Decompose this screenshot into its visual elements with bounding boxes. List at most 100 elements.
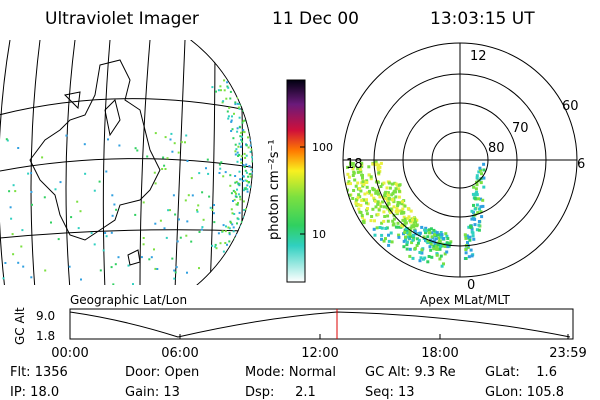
emission-pixel (154, 222, 157, 225)
emission-pixel (242, 120, 245, 123)
emission-pixel (219, 85, 222, 88)
emission-pixel (378, 226, 382, 229)
emission-pixel (473, 223, 477, 227)
emission-pixel (190, 177, 193, 180)
emission-pixel (373, 219, 376, 223)
emission-pixel (374, 163, 377, 167)
emission-pixel (150, 256, 153, 259)
emission-pixel (65, 134, 68, 137)
emission-pixel (476, 211, 480, 215)
emission-pixel (482, 176, 485, 180)
emission-pixel (439, 243, 443, 247)
emission-pixel (252, 159, 253, 161)
emission-pixel (440, 233, 444, 237)
emission-pixel (442, 262, 445, 266)
emission-pixel (372, 196, 376, 200)
emission-pixel (361, 198, 365, 202)
emission-pixel (467, 225, 471, 229)
emission-pixel (470, 227, 474, 231)
emission-pixel (20, 245, 23, 248)
info-field: GC Alt: 9.3 Re (365, 365, 456, 380)
emission-pixel (377, 208, 381, 212)
emission-pixel (360, 214, 364, 217)
emission-pixel (236, 151, 239, 154)
emission-pixel (161, 168, 164, 170)
emission-pixel (477, 220, 481, 223)
emission-pixel (397, 189, 401, 193)
emission-pixel (349, 161, 353, 165)
emission-pixel (418, 251, 422, 254)
emission-pixel (236, 160, 239, 163)
emission-pixel (405, 240, 409, 244)
emission-pixel (154, 267, 157, 270)
emission-pixel (413, 220, 417, 224)
emission-pixel (376, 166, 380, 170)
emission-pixel (249, 226, 252, 229)
emission-pixel (397, 195, 401, 199)
emission-pixel (428, 231, 432, 235)
emission-pixel (227, 117, 230, 120)
emission-pixel (227, 263, 230, 266)
emission-pixel (249, 173, 252, 175)
emission-pixel (245, 163, 248, 166)
emission-pixel (243, 152, 246, 155)
emission-pixel (466, 245, 470, 249)
emission-pixel (396, 202, 400, 206)
emission-pixel (477, 223, 481, 227)
emission-pixel (392, 217, 396, 221)
emission-pixel (360, 173, 364, 177)
emission-pixel (80, 278, 82, 281)
emission-pixel (480, 172, 483, 176)
emission-pixel (439, 231, 443, 234)
emission-pixel (153, 171, 156, 174)
emission-pixel (57, 238, 60, 241)
emission-pixel (471, 214, 475, 218)
emission-pixel (240, 131, 243, 134)
emission-pixel (409, 209, 413, 213)
altitude-xtick-label: 12:00 (301, 346, 338, 361)
emission-pixel (142, 243, 145, 246)
emission-pixel (408, 234, 412, 238)
emission-pixel (406, 216, 410, 220)
emission-pixel (432, 228, 436, 232)
emission-pixel (358, 210, 362, 214)
emission-pixel (237, 193, 240, 196)
emission-pixel (401, 218, 405, 222)
emission-pixel (247, 175, 250, 178)
emission-pixel (12, 184, 15, 187)
emission-pixel (4, 262, 7, 264)
emission-pixel (346, 182, 350, 186)
emission-pixel (435, 252, 439, 256)
emission-pixel (479, 210, 483, 214)
emission-pixel (351, 167, 355, 171)
emission-pixel (405, 247, 409, 251)
emission-pixel (248, 181, 250, 183)
emission-pixel (242, 164, 245, 167)
emission-pixel (229, 90, 232, 93)
emission-pixel (365, 212, 369, 216)
emission-pixel (252, 158, 253, 161)
emission-pixel (30, 191, 33, 193)
emission-pixel (398, 201, 402, 205)
emission-pixel (370, 193, 374, 197)
emission-pixel (366, 202, 370, 206)
emission-pixel (234, 153, 237, 156)
emission-pixel (249, 175, 252, 178)
emission-pixel (437, 236, 441, 240)
emission-pixel (360, 161, 364, 165)
emission-pixel (238, 153, 241, 156)
emission-pixel (236, 222, 238, 225)
emission-pixel (238, 170, 241, 173)
emission-pixel (433, 241, 437, 245)
emission-pixel (226, 85, 229, 88)
emission-pixel (351, 197, 355, 200)
emission-pixel (380, 233, 384, 237)
emission-pixel (403, 223, 407, 227)
emission-pixel (385, 206, 389, 209)
emission-pixel (477, 197, 480, 201)
emission-pixel (202, 218, 205, 221)
emission-pixel (408, 236, 411, 240)
emission-pixel (173, 269, 176, 272)
emission-pixel (361, 180, 365, 184)
info-field: Dsp: 2.1 (245, 385, 316, 400)
